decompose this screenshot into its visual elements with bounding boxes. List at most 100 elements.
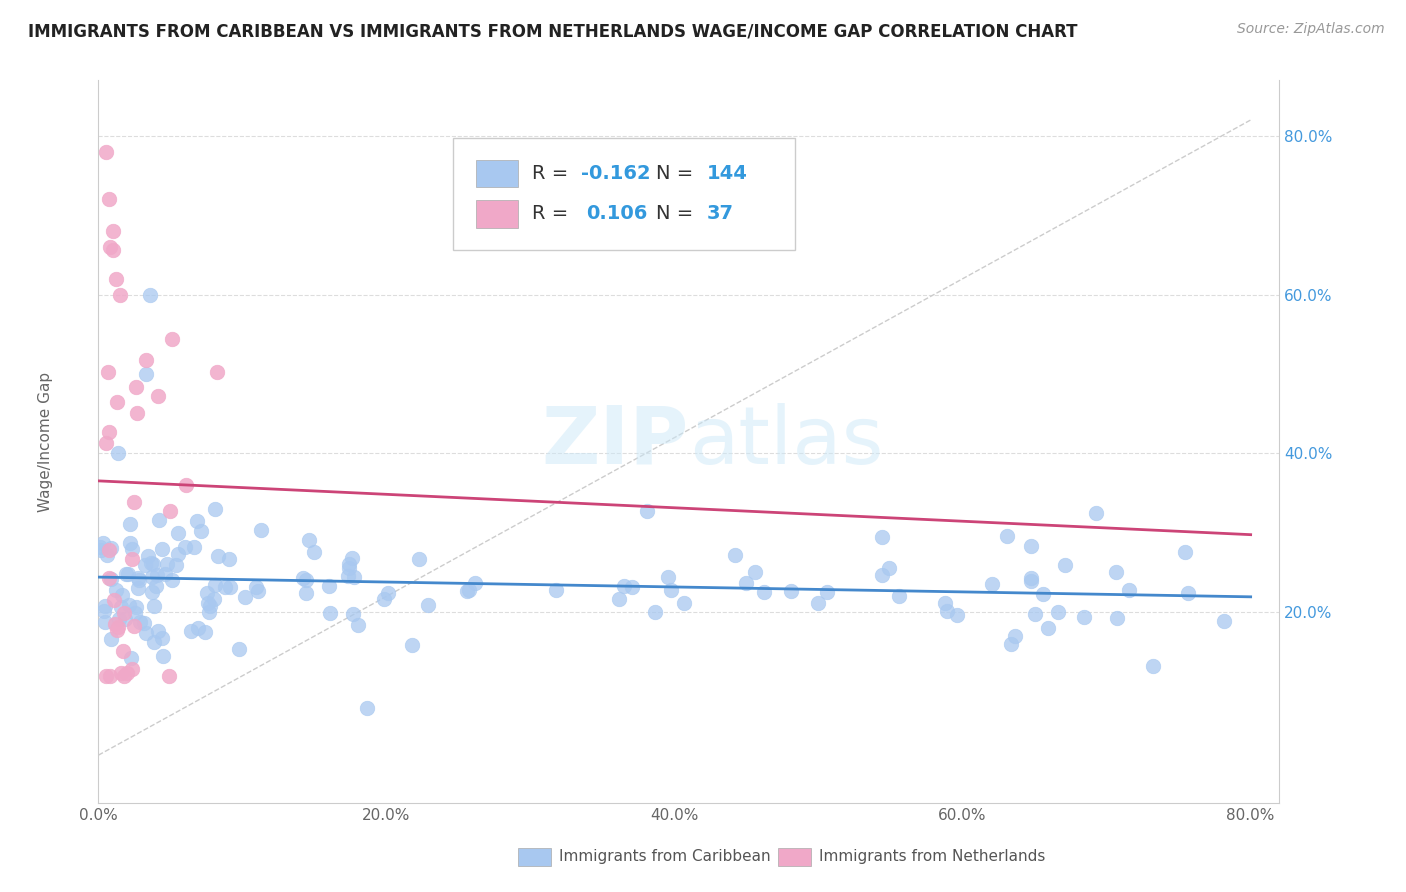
- Point: [1142, 659, 1164, 673]
- FancyBboxPatch shape: [778, 847, 811, 865]
- Point: [127, 406, 149, 420]
- Point: [1107, 611, 1129, 625]
- Point: [100, 632, 122, 646]
- Point: [356, 701, 378, 715]
- Point: [1038, 621, 1060, 635]
- Point: [342, 570, 364, 584]
- Point: [152, 648, 174, 663]
- Point: [155, 566, 177, 581]
- Point: [295, 586, 318, 600]
- Point: [125, 380, 148, 394]
- Point: [180, 624, 202, 638]
- Point: [112, 669, 135, 683]
- Point: [156, 558, 179, 572]
- Point: [112, 643, 135, 657]
- Point: [197, 596, 219, 610]
- Point: [342, 607, 364, 621]
- Point: [167, 525, 190, 540]
- Point: [298, 533, 321, 547]
- Point: [373, 592, 395, 607]
- Text: 37: 37: [707, 204, 734, 224]
- Point: [105, 395, 128, 409]
- Point: [96, 548, 118, 562]
- Point: [118, 598, 141, 612]
- Point: [97, 193, 120, 207]
- Point: [98, 425, 121, 440]
- Point: [673, 596, 696, 610]
- FancyBboxPatch shape: [453, 138, 796, 250]
- Text: 0.106: 0.106: [586, 204, 648, 224]
- Text: -0.162: -0.162: [582, 164, 651, 183]
- Text: atlas: atlas: [689, 402, 883, 481]
- Point: [198, 606, 221, 620]
- Text: R =: R =: [531, 164, 575, 183]
- Point: [744, 565, 766, 579]
- Point: [125, 600, 148, 615]
- Text: N =: N =: [655, 164, 699, 183]
- Point: [121, 662, 143, 676]
- Point: [91, 535, 114, 549]
- Point: [245, 580, 267, 594]
- Point: [1212, 614, 1234, 628]
- Point: [174, 540, 197, 554]
- Point: [159, 504, 181, 518]
- Point: [807, 596, 830, 610]
- Point: [98, 669, 121, 683]
- Point: [139, 557, 162, 571]
- Point: [946, 608, 969, 623]
- Point: [1000, 637, 1022, 651]
- Point: [1004, 629, 1026, 643]
- Point: [1019, 539, 1042, 553]
- Point: [889, 589, 911, 603]
- Point: [135, 353, 157, 368]
- Point: [1046, 606, 1069, 620]
- Point: [114, 612, 136, 626]
- Point: [103, 593, 125, 607]
- Point: [121, 542, 143, 557]
- Point: [872, 530, 894, 544]
- Point: [250, 523, 273, 537]
- FancyBboxPatch shape: [477, 160, 517, 187]
- Point: [100, 541, 122, 555]
- Point: [94, 145, 117, 159]
- Point: [98, 571, 121, 585]
- Text: IMMIGRANTS FROM CARIBBEAN VS IMMIGRANTS FROM NETHERLANDS WAGE/INCOME GAP CORRELA: IMMIGRANTS FROM CARIBBEAN VS IMMIGRANTS …: [28, 22, 1077, 40]
- Point: [342, 551, 364, 566]
- Point: [877, 561, 900, 575]
- Point: [145, 579, 167, 593]
- Point: [117, 566, 139, 581]
- Point: [1174, 545, 1197, 559]
- Point: [94, 615, 117, 629]
- Point: [1021, 571, 1043, 585]
- Point: [228, 642, 250, 657]
- Point: [195, 585, 218, 599]
- Point: [401, 638, 423, 652]
- Point: [318, 579, 340, 593]
- Point: [754, 584, 776, 599]
- Point: [1054, 558, 1077, 572]
- Point: [94, 669, 117, 683]
- Point: [146, 389, 169, 403]
- Point: [780, 584, 803, 599]
- Text: Wage/Income Gap: Wage/Income Gap: [38, 371, 53, 512]
- Point: [204, 578, 226, 592]
- Point: [1118, 582, 1140, 597]
- Point: [104, 583, 127, 598]
- Point: [101, 224, 124, 238]
- Point: [128, 573, 150, 587]
- Point: [246, 584, 269, 599]
- Point: [202, 592, 225, 607]
- Point: [134, 558, 156, 573]
- Point: [145, 567, 167, 582]
- Point: [346, 617, 368, 632]
- Point: [93, 604, 115, 618]
- Point: [319, 606, 342, 620]
- Point: [157, 669, 180, 683]
- Point: [100, 572, 122, 586]
- Point: [148, 513, 170, 527]
- Point: [89, 540, 111, 554]
- Point: [657, 570, 679, 584]
- Point: [128, 615, 150, 629]
- Point: [110, 665, 132, 680]
- Point: [636, 504, 658, 518]
